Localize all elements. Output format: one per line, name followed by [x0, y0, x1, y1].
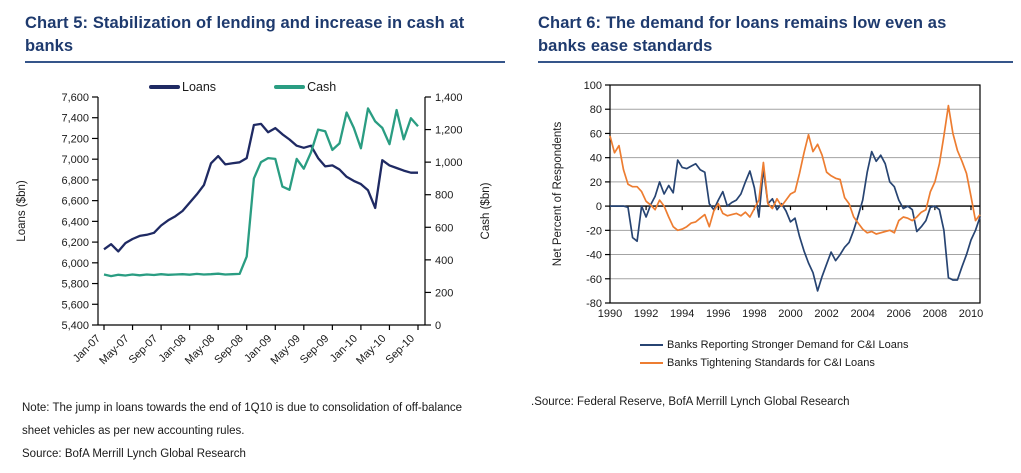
svg-text:6,000: 6,000 [61, 258, 89, 270]
svg-text:20: 20 [590, 177, 602, 189]
chart6-title: Chart 6: The demand for loans remains lo… [538, 12, 1008, 58]
svg-text:Sep-07: Sep-07 [127, 333, 161, 367]
svg-text:7,600: 7,600 [61, 92, 89, 104]
svg-text:-40: -40 [586, 250, 602, 262]
svg-text:60: 60 [590, 128, 602, 140]
svg-text:-60: -60 [586, 274, 602, 286]
tightening-line-swatch [640, 361, 663, 365]
cash-line-swatch [274, 85, 306, 89]
svg-text:May-08: May-08 [183, 333, 217, 367]
svg-text:600: 600 [435, 222, 453, 234]
chart5-note-line1: Note: The jump in loans towards the end … [22, 402, 463, 414]
tightening-legend-label: Banks Tightening Standards for C&I Loans [667, 357, 875, 369]
chart6-title-line2: banks ease standards [538, 37, 713, 55]
chart5-note: Note: The jump in loans towards the end … [22, 397, 524, 466]
svg-text:5,800: 5,800 [61, 279, 89, 291]
svg-text:May-09: May-09 [269, 333, 303, 367]
svg-text:80: 80 [590, 104, 602, 116]
svg-text:7,400: 7,400 [61, 113, 89, 125]
svg-text:200: 200 [435, 287, 453, 299]
chart5-legend: Loans Cash [149, 80, 336, 94]
chart6-title-rule [538, 61, 1013, 63]
svg-text:1990: 1990 [598, 308, 622, 320]
svg-text:7,200: 7,200 [61, 133, 89, 145]
cash-axis-title: Cash ($bn) [480, 182, 492, 239]
chart6-source: .Source: Federal Reserve, BofA Merrill L… [531, 396, 850, 408]
svg-text:2010: 2010 [959, 308, 983, 320]
svg-text:100: 100 [584, 80, 602, 92]
cash-series-line [103, 107, 419, 278]
svg-text:2002: 2002 [814, 308, 838, 320]
svg-text:Sep-10: Sep-10 [384, 333, 418, 367]
demand-line-swatch [640, 343, 663, 347]
svg-text:-20: -20 [586, 225, 602, 237]
loans-legend-label: Loans [182, 80, 217, 94]
svg-text:2000: 2000 [778, 308, 802, 320]
svg-text:Sep-09: Sep-09 [298, 333, 332, 367]
svg-text:-80: -80 [586, 298, 602, 310]
tightening-series-line [609, 104, 981, 235]
svg-text:1994: 1994 [670, 308, 694, 320]
chart6-title-line1: Chart 6: The demand for loans remains lo… [538, 14, 947, 32]
chart5-title-line1: Chart 5: Stabilization of lending and in… [25, 14, 465, 32]
svg-text:0: 0 [596, 201, 602, 213]
loans-series-line [103, 122, 418, 253]
svg-text:40: 40 [590, 153, 602, 165]
demand-legend-label: Banks Reporting Stronger Demand for C&I … [667, 339, 909, 351]
svg-text:May-10: May-10 [354, 333, 388, 367]
chart5-plot: 5,400 5,600 5,800 6,000 6,200 6,400 6,600 6,800… [16, 92, 492, 367]
loans-line-swatch [149, 85, 180, 89]
loans-axis-title: Loans ($bn) [16, 180, 28, 242]
svg-text:5,400: 5,400 [61, 320, 89, 332]
svg-text:Sep-08: Sep-08 [212, 333, 246, 367]
cash-legend-label: Cash [307, 80, 337, 94]
svg-text:1,000: 1,000 [435, 157, 463, 169]
legend-item-tightening: Banks Tightening Standards for C&I Loans [640, 354, 909, 372]
legend-item-demand: Banks Reporting Stronger Demand for C&I … [640, 336, 909, 354]
svg-text:1992: 1992 [634, 308, 658, 320]
chart6-legend: Banks Reporting Stronger Demand for C&I … [640, 336, 909, 372]
legend-item-loans: Loans [149, 80, 216, 94]
svg-text:7,000: 7,000 [61, 154, 89, 166]
svg-text:6,400: 6,400 [61, 216, 89, 228]
legend-item-cash: Cash [274, 80, 336, 94]
svg-text:2004: 2004 [850, 308, 874, 320]
chart6-plot: -80 -60 -40 -20 0 20 40 60 80 100 1990 1992 1994 1996… [552, 80, 983, 320]
svg-text:5,600: 5,600 [61, 299, 89, 311]
chart5-note-line2: sheet vehicles as per new accounting rul… [22, 425, 245, 437]
svg-text:1998: 1998 [742, 308, 766, 320]
svg-text:800: 800 [435, 190, 453, 202]
svg-text:400: 400 [435, 255, 453, 267]
chart5-source: Source: BofA Merrill Lynch Global Resear… [22, 448, 246, 460]
svg-text:6,800: 6,800 [61, 175, 89, 187]
demand-series-line [610, 150, 981, 292]
chart5-title-line2: banks [25, 37, 74, 55]
svg-text:2008: 2008 [923, 308, 947, 320]
net-percent-axis-title: Net Percent of Respondents [552, 122, 564, 267]
svg-text:1996: 1996 [706, 308, 730, 320]
svg-text:2006: 2006 [887, 308, 911, 320]
svg-text:May-07: May-07 [97, 333, 131, 367]
svg-text:1,400: 1,400 [435, 92, 463, 104]
chart5-title: Chart 5: Stabilization of lending and in… [25, 12, 503, 58]
svg-text:1,200: 1,200 [435, 125, 463, 137]
chart5-title-rule [25, 61, 505, 63]
svg-text:0: 0 [435, 320, 441, 332]
svg-text:6,600: 6,600 [61, 196, 89, 208]
svg-text:6,200: 6,200 [61, 237, 89, 249]
